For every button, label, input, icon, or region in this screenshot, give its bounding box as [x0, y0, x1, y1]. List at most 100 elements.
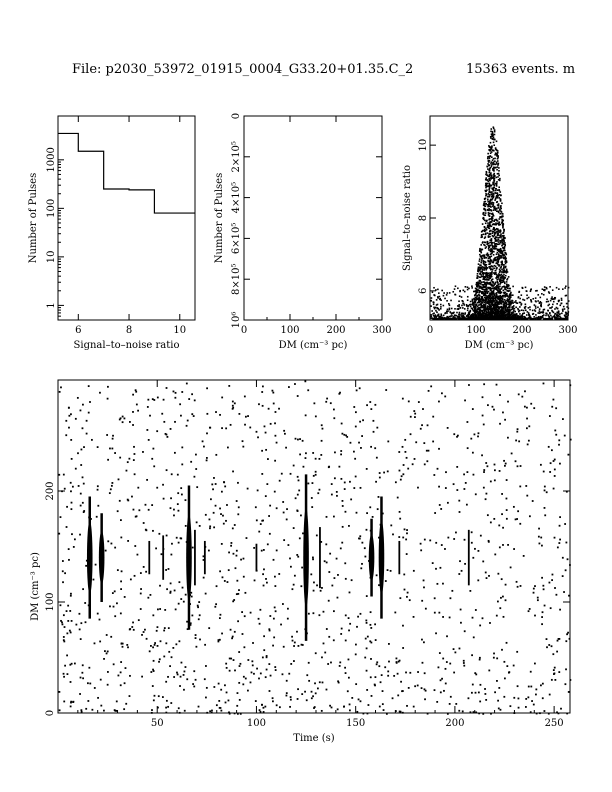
- snr-dm-point: [494, 281, 497, 284]
- snr-dm-point: [491, 315, 493, 317]
- snr-dm-point: [482, 262, 485, 265]
- snr-dm-point: [506, 306, 509, 309]
- dm-time-point: [439, 566, 442, 569]
- dm-time-point: [85, 419, 88, 422]
- snr-dm-point: [502, 306, 505, 309]
- dm-time-point: [97, 696, 99, 699]
- dm-time-point: [301, 439, 304, 442]
- snr-dm-point: [492, 291, 495, 294]
- snr-dm-point: [482, 217, 484, 220]
- dm-time-point: [118, 499, 121, 502]
- dm-time-point: [147, 439, 150, 441]
- snr-dm-point: [485, 170, 488, 173]
- snr-dm-point: [484, 282, 486, 284]
- snr-dm-point: [486, 179, 489, 181]
- dm-time-point: [406, 591, 409, 594]
- snr-dm-point: [486, 226, 489, 228]
- dm-time-point: [66, 505, 68, 508]
- dm-time-point: [433, 689, 436, 692]
- dm-time-point: [312, 452, 315, 454]
- dm-time-point: [364, 656, 367, 659]
- dm-time-point: [301, 644, 304, 646]
- snr-dm-point: [505, 294, 507, 297]
- snr-dm-point: [490, 292, 492, 294]
- snr-dm-point: [500, 207, 502, 210]
- dm-time-point: [204, 643, 207, 646]
- snr-dm-point: [518, 301, 521, 304]
- snr-dm-point: [516, 302, 519, 305]
- dm-time-point: [173, 508, 175, 511]
- snr-dm-point: [499, 296, 501, 299]
- snr-dm-point: [448, 308, 451, 311]
- dm-time-point: [493, 652, 495, 655]
- snr-dm-point: [489, 287, 491, 290]
- dm-time-point: [346, 435, 349, 438]
- snr-dm-point: [462, 307, 464, 309]
- snr-dm-point: [492, 181, 495, 184]
- dm-time-point: [502, 595, 504, 598]
- dm-time-point: [179, 403, 182, 406]
- snr-dm-point: [480, 250, 482, 252]
- dm-time-point: [178, 640, 181, 643]
- snr-dm-point: [494, 257, 496, 260]
- snr-dm-point: [492, 247, 494, 250]
- dm-time-point: [314, 415, 317, 418]
- snr-dm-point: [501, 244, 503, 247]
- dm-time-point: [243, 395, 246, 398]
- dm-time-point: [287, 607, 289, 610]
- snr-dm-point: [489, 179, 491, 182]
- dm-time-point: [71, 533, 73, 536]
- snr-dm-point: [479, 273, 482, 275]
- dm-time-point: [332, 515, 335, 518]
- dm-time-point: [262, 549, 265, 551]
- dm-time-point: [364, 555, 367, 558]
- dm-time-point: [236, 712, 239, 715]
- snr-dm-point: [481, 316, 484, 319]
- snr-dm-point: [491, 156, 493, 158]
- snr-dm-point: [469, 310, 471, 313]
- dm-time-point: [477, 691, 480, 694]
- dm-time-point: [224, 485, 227, 488]
- dm-time-point: [68, 426, 70, 429]
- dm-time-point: [170, 656, 173, 659]
- dm-time-point: [106, 683, 109, 686]
- snr-dm-point: [492, 205, 494, 208]
- snr-dm-point: [518, 290, 521, 293]
- snr-dm-point: [500, 310, 503, 313]
- dm-time-point: [458, 709, 461, 712]
- dm-time-point: [443, 689, 445, 692]
- dm-time-point: [336, 494, 338, 497]
- dm-time-point: [301, 566, 304, 569]
- snr-dm-point: [492, 306, 495, 309]
- snr-dm-point: [496, 318, 499, 320]
- dm-time-point: [222, 514, 224, 517]
- snr-dm-xtick-label: 100: [466, 325, 485, 336]
- snr-dm-point: [475, 314, 478, 317]
- snr-dm-point: [504, 256, 507, 258]
- dm-time-point: [374, 639, 377, 641]
- snr-dm-point: [494, 301, 497, 303]
- snr-dm-point: [499, 212, 502, 215]
- snr-dm-point: [487, 259, 489, 262]
- dm-time-point: [499, 422, 501, 425]
- dm-time-point: [348, 703, 351, 706]
- snr-dm-point: [505, 309, 508, 312]
- snr-dm-point: [485, 256, 488, 259]
- dm-time-point: [135, 390, 138, 393]
- snr-dm-point: [446, 312, 448, 314]
- snr-dm-point: [546, 298, 548, 301]
- snr-dm-point: [491, 273, 493, 275]
- dm-time-point: [215, 453, 218, 456]
- snr-dm-point: [487, 302, 490, 305]
- snr-dm-point: [496, 285, 499, 287]
- snr-dm-point: [489, 199, 492, 201]
- snr-dm-point: [491, 146, 493, 149]
- snr-dm-point: [493, 167, 496, 169]
- snr-dm-point: [516, 315, 518, 317]
- snr-dm-point: [494, 153, 496, 156]
- snr-dm-point: [495, 192, 497, 195]
- snr-dm-point: [458, 300, 460, 303]
- snr-dm-point: [501, 314, 503, 317]
- snr-dm-point: [492, 235, 495, 238]
- snr-dm-point: [497, 241, 500, 243]
